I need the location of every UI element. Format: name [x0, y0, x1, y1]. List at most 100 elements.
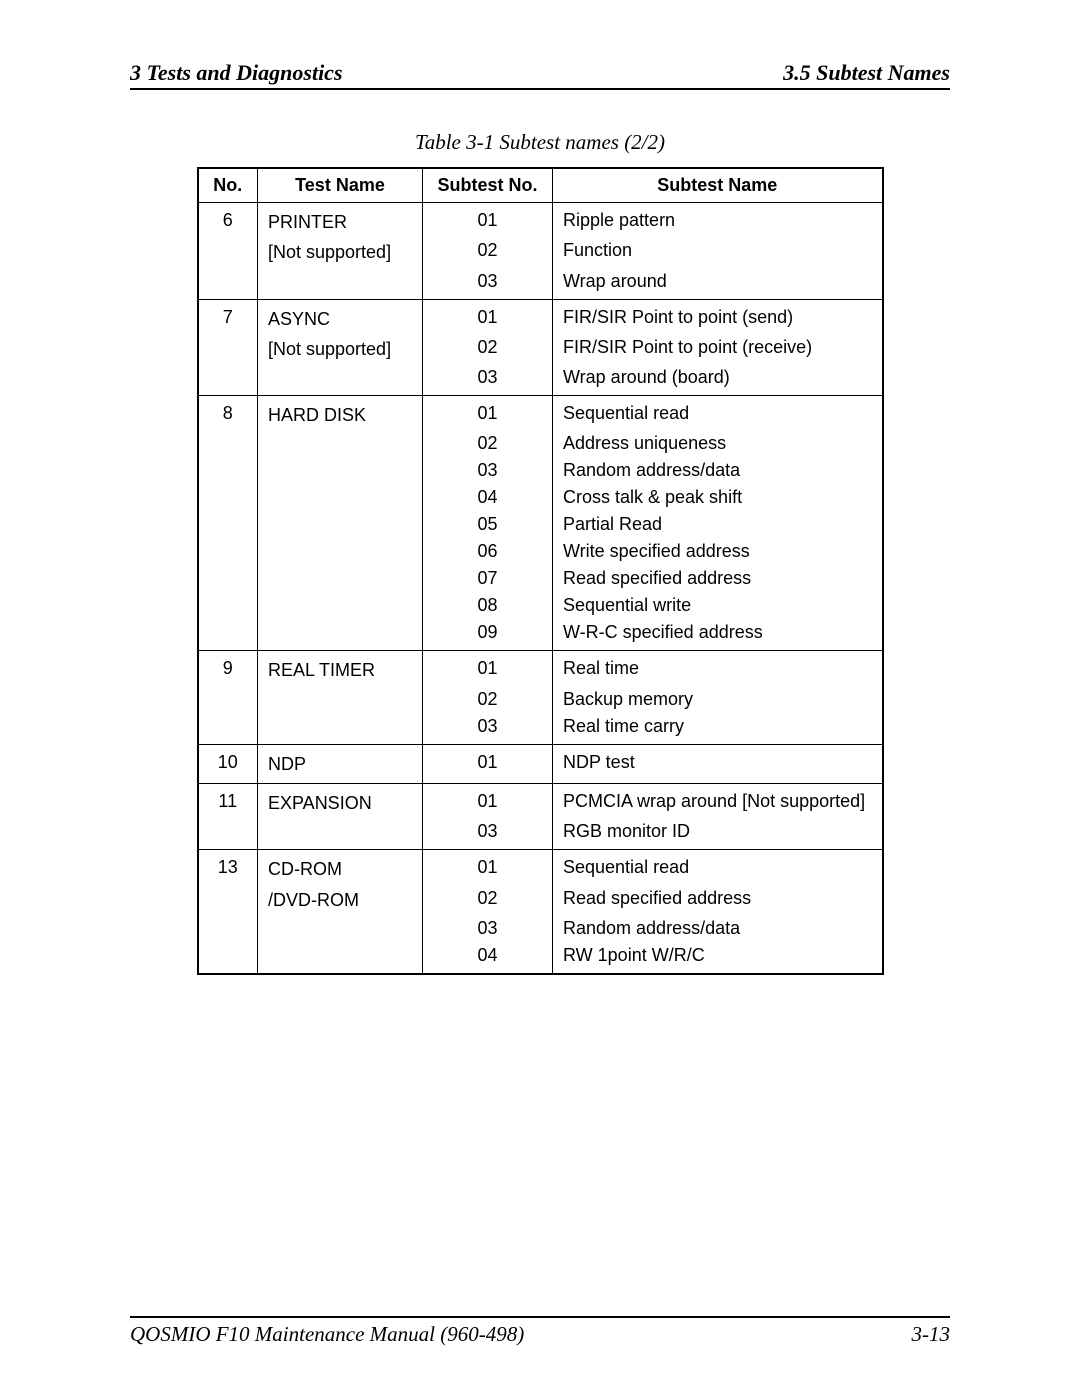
cell-subno: 03	[423, 713, 553, 745]
cell-no	[198, 538, 258, 565]
cell-subno: 03	[423, 268, 553, 300]
page: 3 Tests and Diagnostics 3.5 Subtest Name…	[0, 0, 1080, 1397]
header-right: 3.5 Subtest Names	[783, 60, 950, 86]
cell-no: 11	[198, 784, 258, 819]
cell-subname: Random address/data	[553, 915, 883, 942]
cell-testname	[258, 565, 423, 592]
col-subname: Subtest Name	[553, 168, 883, 203]
table-row: 8HARD DISK01Sequential read	[198, 396, 883, 431]
cell-subname: Wrap around	[553, 268, 883, 300]
table-row: 03Random address/data	[198, 457, 883, 484]
cell-subno: 05	[423, 511, 553, 538]
cell-subno: 01	[423, 784, 553, 819]
footer-left: QOSMIO F10 Maintenance Manual (960-498)	[130, 1322, 524, 1347]
cell-testname	[258, 818, 423, 850]
table-row: 03RGB monitor ID	[198, 818, 883, 850]
cell-testname	[258, 538, 423, 565]
cell-subno: 09	[423, 619, 553, 651]
cell-testname	[258, 511, 423, 538]
cell-no	[198, 592, 258, 619]
table-row: 03Wrap around (board)	[198, 364, 883, 396]
cell-no: 13	[198, 850, 258, 885]
cell-no	[198, 457, 258, 484]
cell-subno: 08	[423, 592, 553, 619]
cell-testname	[258, 268, 423, 300]
cell-no	[198, 484, 258, 511]
table-row: [Not supported]02Function	[198, 237, 883, 267]
cell-testname	[258, 592, 423, 619]
cell-testname	[258, 915, 423, 942]
table-wrap: No. Test Name Subtest No. Subtest Name 6…	[130, 167, 950, 975]
col-no: No.	[198, 168, 258, 203]
cell-subno: 07	[423, 565, 553, 592]
cell-no	[198, 511, 258, 538]
table-header-row: No. Test Name Subtest No. Subtest Name	[198, 168, 883, 203]
cell-no	[198, 885, 258, 915]
cell-subname: Ripple pattern	[553, 203, 883, 238]
table-row: 02Address uniqueness	[198, 430, 883, 457]
cell-subname: Backup memory	[553, 686, 883, 713]
cell-no: 10	[198, 744, 258, 783]
cell-no	[198, 686, 258, 713]
cell-subname: Read specified address	[553, 885, 883, 915]
cell-subno: 02	[423, 430, 553, 457]
table-row: /DVD-ROM02Read specified address	[198, 885, 883, 915]
cell-testname	[258, 619, 423, 651]
cell-subname: Read specified address	[553, 565, 883, 592]
cell-subname: PCMCIA wrap around [Not supported]	[553, 784, 883, 819]
cell-subname: RW 1point W/R/C	[553, 942, 883, 974]
subtest-table: No. Test Name Subtest No. Subtest Name 6…	[197, 167, 884, 975]
cell-testname	[258, 942, 423, 974]
cell-testname: /DVD-ROM	[258, 885, 423, 915]
table-row: 6PRINTER01Ripple pattern	[198, 203, 883, 238]
cell-subno: 06	[423, 538, 553, 565]
cell-no: 6	[198, 203, 258, 238]
cell-no	[198, 334, 258, 364]
cell-subname: W-R-C specified address	[553, 619, 883, 651]
spacer	[130, 975, 950, 1296]
page-footer: QOSMIO F10 Maintenance Manual (960-498) …	[130, 1316, 950, 1347]
cell-no: 9	[198, 651, 258, 686]
cell-subno: 02	[423, 686, 553, 713]
cell-no	[198, 818, 258, 850]
cell-subno: 01	[423, 651, 553, 686]
cell-subname: RGB monitor ID	[553, 818, 883, 850]
cell-subno: 02	[423, 334, 553, 364]
cell-no	[198, 942, 258, 974]
cell-no: 8	[198, 396, 258, 431]
cell-subname: Partial Read	[553, 511, 883, 538]
col-subno: Subtest No.	[423, 168, 553, 203]
cell-no	[198, 565, 258, 592]
cell-no	[198, 619, 258, 651]
cell-subname: Function	[553, 237, 883, 267]
cell-subno: 03	[423, 364, 553, 396]
cell-testname: [Not supported]	[258, 334, 423, 364]
cell-testname: CD-ROM	[258, 850, 423, 885]
cell-subname: Sequential read	[553, 396, 883, 431]
cell-subname: FIR/SIR Point to point (receive)	[553, 334, 883, 364]
table-caption: Table 3-1 Subtest names (2/2)	[130, 130, 950, 155]
cell-subno: 01	[423, 299, 553, 334]
cell-subname: Random address/data	[553, 457, 883, 484]
cell-no: 7	[198, 299, 258, 334]
table-row: 05Partial Read	[198, 511, 883, 538]
cell-testname: REAL TIMER	[258, 651, 423, 686]
col-testname: Test Name	[258, 168, 423, 203]
cell-testname	[258, 457, 423, 484]
cell-testname	[258, 484, 423, 511]
cell-testname	[258, 364, 423, 396]
footer-right: 3-13	[912, 1322, 951, 1347]
cell-subno: 03	[423, 915, 553, 942]
table-row: 7ASYNC01FIR/SIR Point to point (send)	[198, 299, 883, 334]
cell-subname: FIR/SIR Point to point (send)	[553, 299, 883, 334]
cell-testname: EXPANSION	[258, 784, 423, 819]
table-row: 02Backup memory	[198, 686, 883, 713]
table-row: 09W-R-C specified address	[198, 619, 883, 651]
cell-subname: Real time	[553, 651, 883, 686]
cell-testname	[258, 686, 423, 713]
table-row: 03Random address/data	[198, 915, 883, 942]
cell-no	[198, 713, 258, 745]
cell-subname: NDP test	[553, 744, 883, 783]
table-row: 04Cross talk & peak shift	[198, 484, 883, 511]
table-row: [Not supported]02FIR/SIR Point to point …	[198, 334, 883, 364]
